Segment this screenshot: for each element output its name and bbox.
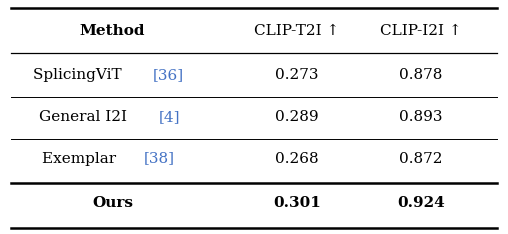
Text: 0.893: 0.893 bbox=[399, 110, 442, 124]
Text: 0.268: 0.268 bbox=[275, 152, 319, 166]
Text: Method: Method bbox=[80, 24, 145, 38]
Text: CLIP-T2I ↑: CLIP-T2I ↑ bbox=[255, 24, 339, 38]
Text: 0.924: 0.924 bbox=[397, 196, 444, 210]
Text: 0.872: 0.872 bbox=[399, 152, 442, 166]
Text: 0.273: 0.273 bbox=[275, 68, 319, 82]
Text: 0.301: 0.301 bbox=[273, 196, 321, 210]
Text: 0.289: 0.289 bbox=[275, 110, 319, 124]
Text: [4]: [4] bbox=[158, 110, 180, 124]
Text: CLIP-I2I ↑: CLIP-I2I ↑ bbox=[380, 24, 462, 38]
Text: Ours: Ours bbox=[92, 196, 133, 210]
Text: General I2I: General I2I bbox=[39, 110, 132, 124]
Text: [36]: [36] bbox=[152, 68, 184, 82]
Text: 0.878: 0.878 bbox=[399, 68, 442, 82]
Text: [38]: [38] bbox=[143, 152, 174, 166]
Text: SplicingViT: SplicingViT bbox=[33, 68, 126, 82]
Text: Exemplar: Exemplar bbox=[42, 152, 121, 166]
